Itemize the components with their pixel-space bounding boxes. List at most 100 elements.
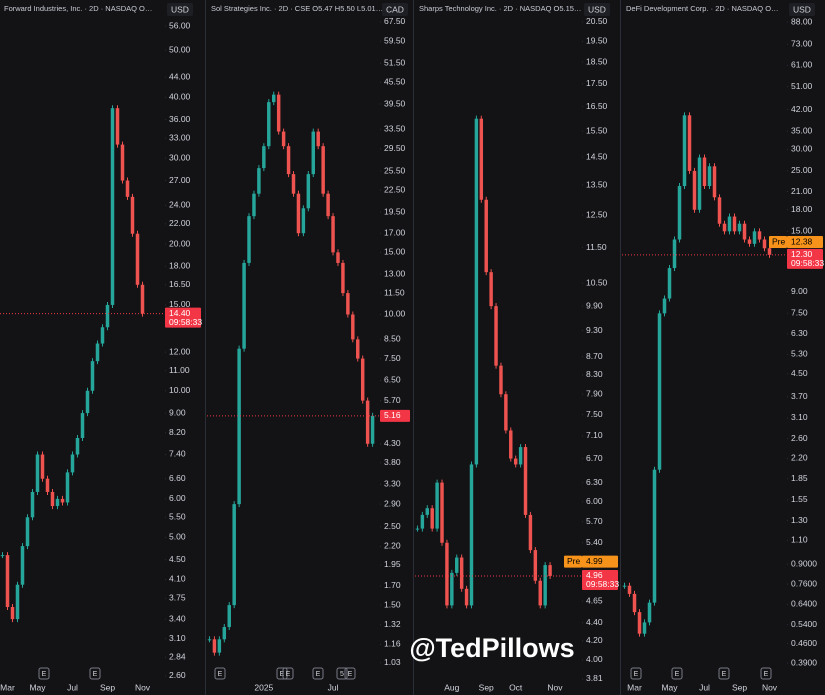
candle bbox=[469, 464, 474, 606]
candle bbox=[459, 557, 464, 589]
event-label: 5 bbox=[340, 671, 344, 678]
y-tick-label: 17.00 bbox=[384, 227, 406, 237]
y-tick-label: 20.50 bbox=[586, 16, 608, 26]
event-badge bbox=[214, 667, 226, 680]
candle bbox=[543, 565, 547, 606]
candle bbox=[110, 108, 115, 305]
y-tick-label: 15.50 bbox=[586, 125, 608, 135]
candle bbox=[5, 555, 10, 608]
y-tick-label: 33.50 bbox=[384, 124, 406, 134]
candle bbox=[737, 223, 742, 232]
candle bbox=[365, 400, 370, 444]
event-badge bbox=[312, 667, 324, 680]
candle bbox=[360, 358, 365, 401]
x-tick-label: Nov bbox=[762, 682, 778, 692]
y-tick-label: 11.50 bbox=[586, 242, 607, 252]
y-tick-label: 4.10 bbox=[169, 574, 186, 584]
candle bbox=[341, 262, 345, 294]
y-tick-label: 2.20 bbox=[384, 541, 401, 551]
pre-label-box bbox=[769, 236, 787, 249]
candle bbox=[105, 304, 110, 328]
candle bbox=[212, 639, 217, 653]
candle bbox=[70, 454, 75, 473]
candle bbox=[489, 272, 493, 307]
y-tick-label: 16.50 bbox=[586, 101, 608, 111]
event-badge bbox=[344, 667, 356, 680]
y-tick-label: 0.6400 bbox=[791, 599, 817, 609]
candle bbox=[687, 115, 692, 171]
event-label: E bbox=[218, 671, 223, 678]
candle bbox=[425, 508, 429, 515]
y-tick-label: 7.40 bbox=[169, 449, 186, 459]
y-tick-label: 4.30 bbox=[384, 438, 401, 448]
y-tick-label: 1.03 bbox=[384, 657, 401, 667]
y-tick-label: 1.50 bbox=[384, 599, 401, 609]
candle bbox=[286, 146, 291, 175]
y-tick-label: 5.00 bbox=[169, 532, 186, 542]
candle bbox=[702, 157, 707, 187]
pre-price-value: 12.38 bbox=[791, 236, 813, 246]
y-tick-label: 3.10 bbox=[791, 412, 808, 422]
pre-price-value: 4.99 bbox=[586, 556, 603, 566]
candle bbox=[311, 131, 316, 175]
currency: USD bbox=[171, 4, 189, 14]
y-tick-label: 73.00 bbox=[791, 38, 813, 48]
candle bbox=[80, 413, 85, 438]
x-tick-label: May bbox=[661, 682, 678, 692]
y-tick-label: 12.00 bbox=[169, 346, 191, 356]
candle bbox=[445, 542, 449, 606]
y-tick-label: 9.30 bbox=[586, 325, 603, 335]
y-tick-label: 19.50 bbox=[384, 206, 406, 216]
candle bbox=[632, 593, 637, 613]
y-tick-label: 9.90 bbox=[586, 300, 603, 310]
event-label: E bbox=[93, 671, 98, 678]
candle bbox=[242, 262, 246, 349]
y-tick-label: 5.30 bbox=[791, 349, 808, 359]
x-tick-label: Oct bbox=[509, 682, 523, 692]
y-tick-label: 11.50 bbox=[384, 287, 405, 297]
candle bbox=[252, 193, 256, 217]
y-tick-label: 22.50 bbox=[384, 185, 406, 195]
currency-box bbox=[789, 3, 815, 16]
y-tick-label: 17.50 bbox=[586, 78, 608, 88]
price-tag-value: 12.30 bbox=[791, 249, 813, 259]
candle bbox=[207, 639, 212, 641]
candle bbox=[712, 166, 717, 198]
y-tick-label: 19.50 bbox=[586, 36, 608, 46]
candle bbox=[95, 343, 100, 362]
candle bbox=[435, 482, 439, 529]
candle bbox=[747, 239, 752, 244]
candle bbox=[125, 180, 130, 197]
y-tick-label: 51.00 bbox=[791, 81, 813, 91]
candle bbox=[45, 478, 50, 492]
y-tick-label: 12.50 bbox=[586, 209, 608, 219]
candle bbox=[50, 491, 55, 507]
pre-label-box bbox=[564, 555, 582, 568]
y-tick-label: 0.5400 bbox=[791, 619, 817, 629]
y-tick-label: 45.50 bbox=[384, 77, 406, 87]
y-tick-label: 4.40 bbox=[586, 617, 603, 627]
candle bbox=[722, 223, 727, 232]
price-tag-value: 5.16 bbox=[384, 410, 401, 420]
y-tick-label: 6.00 bbox=[586, 496, 603, 506]
candle bbox=[130, 196, 135, 234]
y-tick-label: 8.70 bbox=[586, 351, 603, 361]
candle bbox=[767, 248, 772, 255]
candle bbox=[474, 118, 479, 465]
y-tick-label: 25.50 bbox=[384, 165, 406, 175]
price-tag-value: 14.40 bbox=[169, 308, 191, 318]
y-tick-label: 8.30 bbox=[586, 369, 603, 379]
candle bbox=[732, 216, 737, 232]
x-tick-label: Aug bbox=[444, 682, 459, 692]
y-tick-label: 67.50 bbox=[384, 16, 406, 26]
y-tick-label: 51.50 bbox=[384, 58, 406, 68]
candle bbox=[15, 584, 20, 620]
candle bbox=[692, 170, 697, 210]
y-tick-label: 3.70 bbox=[791, 391, 808, 401]
y-tick-label: 1.55 bbox=[791, 494, 808, 504]
y-tick-label: 30.00 bbox=[791, 144, 813, 154]
y-tick-label: 1.16 bbox=[384, 639, 401, 649]
candle bbox=[415, 528, 420, 530]
pre-label: Pre bbox=[567, 556, 581, 566]
candle bbox=[662, 298, 667, 314]
